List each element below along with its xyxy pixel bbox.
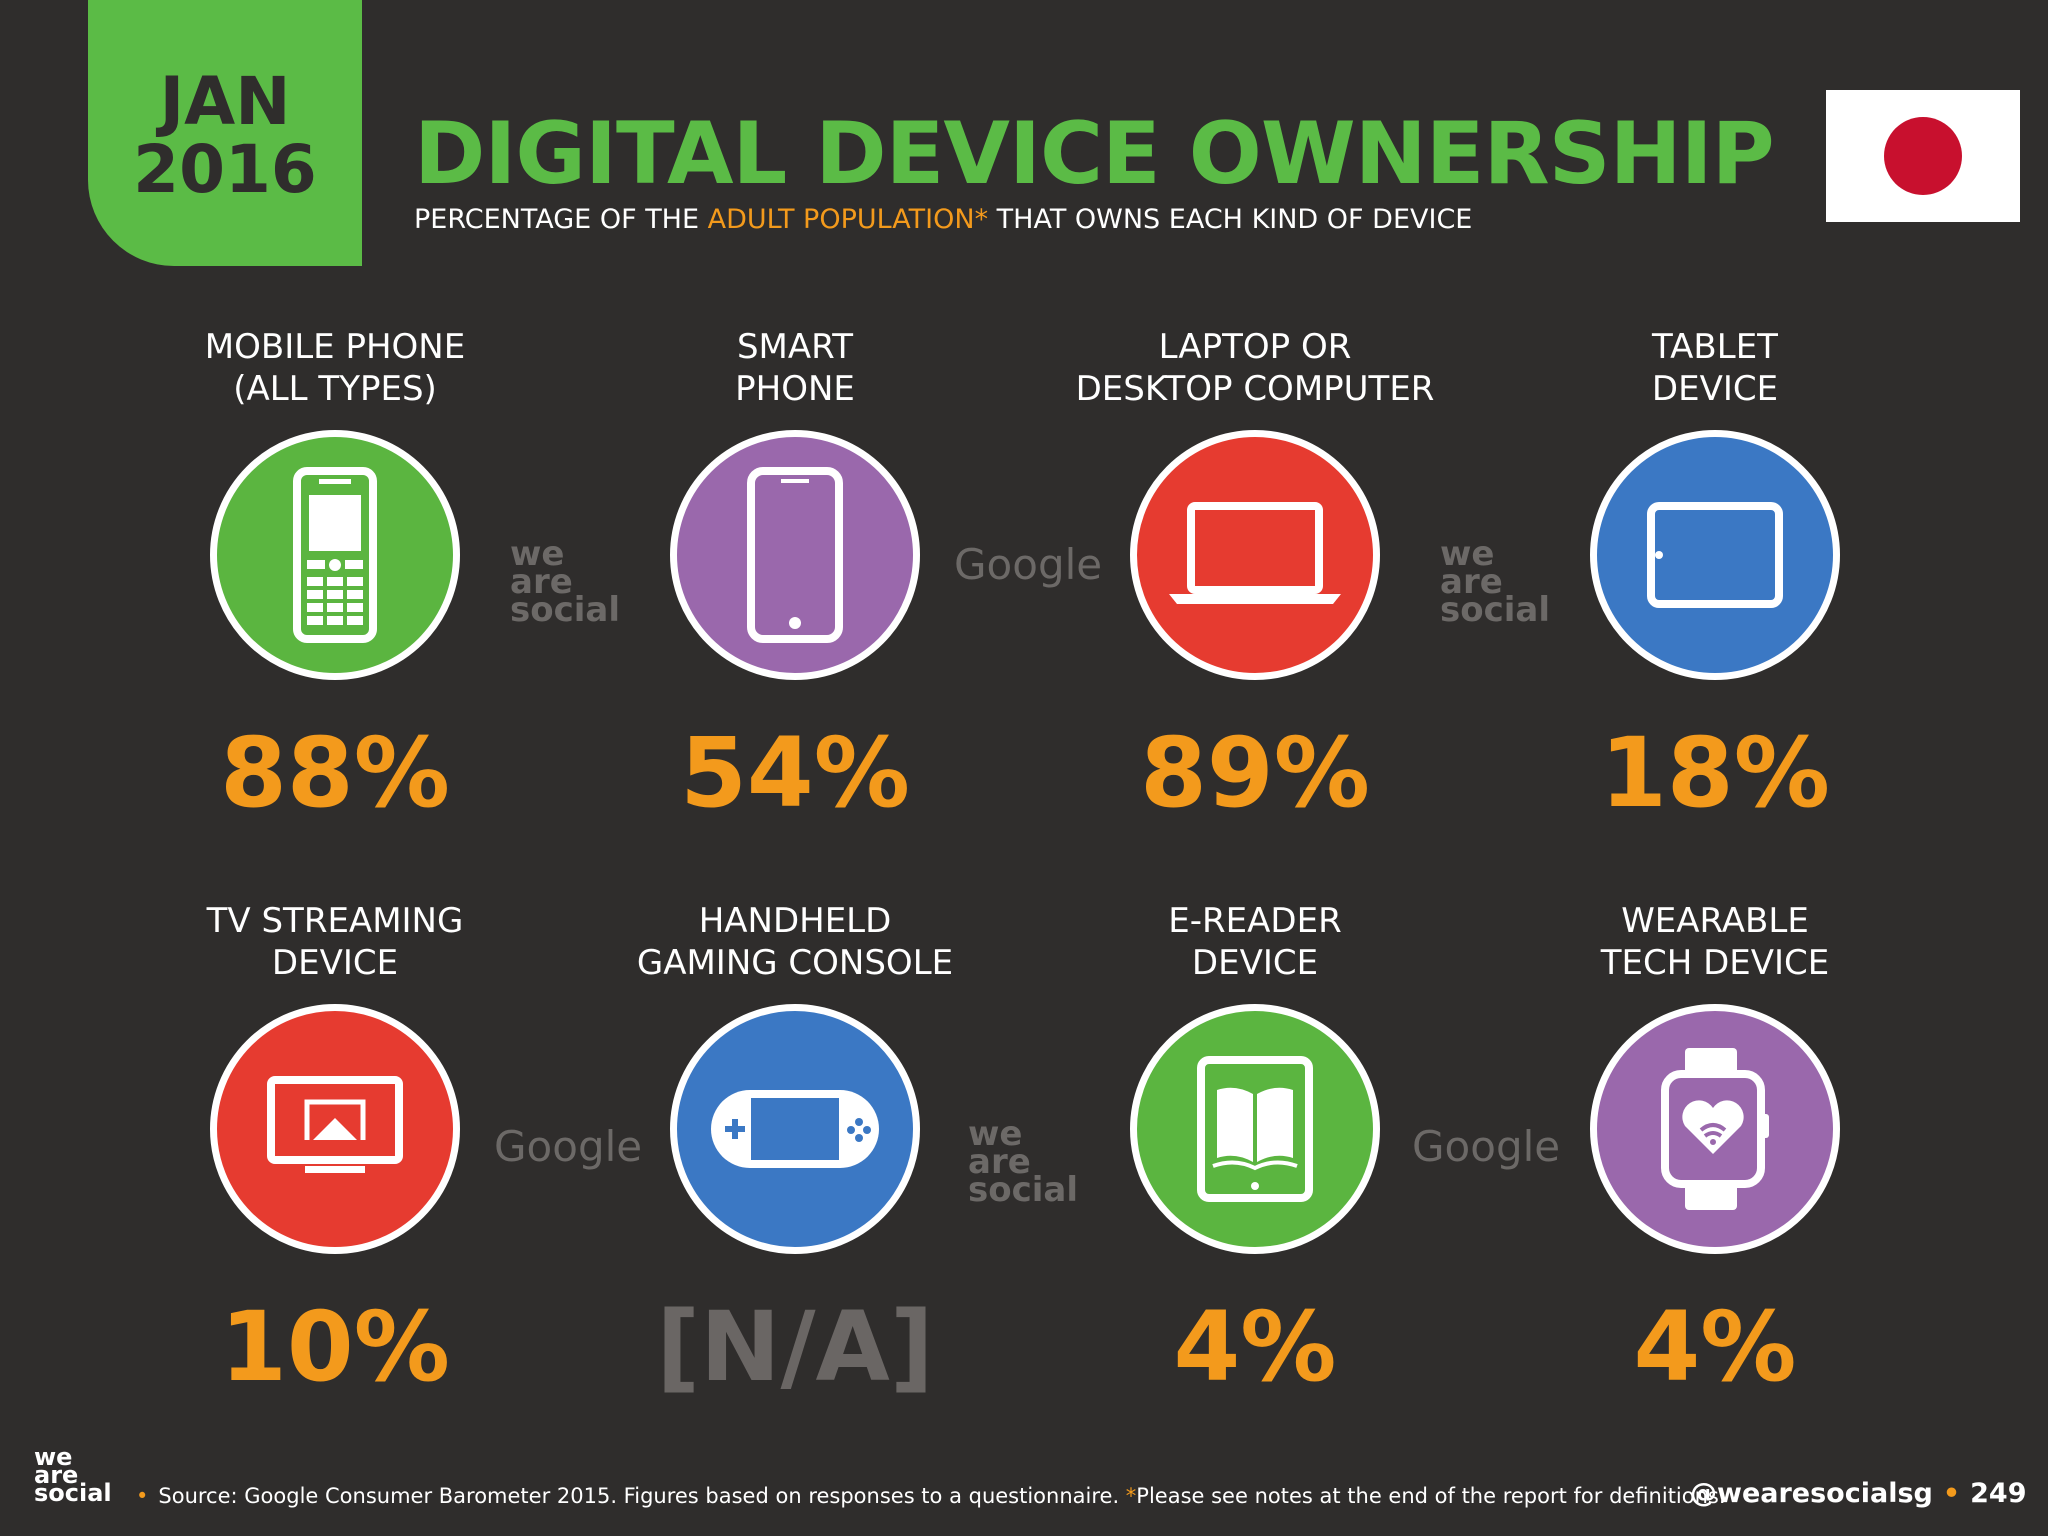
device-circle [210,1004,460,1254]
device-circle [1130,430,1380,680]
device-circle [1590,1004,1840,1254]
google-watermark: Google [1412,1122,1561,1171]
device-circle [1590,430,1840,680]
gaming-console-icon [711,1090,879,1168]
date-badge: JAN 2016 [88,0,362,266]
we-are-social-watermark: we are social [510,534,621,630]
laptop-icon [1169,502,1341,604]
subtitle-post: THAT OWNS EACH KIND OF DEVICE [988,204,1473,235]
device-value: 54% [680,717,910,829]
tv-streaming-icon [267,1076,403,1173]
device-circle [670,430,920,680]
we-are-social-watermark: we are social [1440,534,1551,630]
subtitle-pre: PERCENTAGE OF THE [414,204,708,235]
tablet-icon [1647,502,1783,608]
e-reader-icon [1197,1056,1313,1202]
date-month: JAN [159,63,291,140]
device-label: WEARABLE TECH DEVICE [1600,901,1830,983]
device-label: LAPTOP OR DESKTOP COMPUTER [1075,327,1435,409]
device-label: TABLET DEVICE [1651,327,1779,409]
device-value: 4% [1633,1291,1797,1403]
device-label: SMART PHONE [735,327,855,409]
device-circle [210,430,460,680]
google-watermark: Google [954,540,1103,589]
device-label: MOBILE PHONE (ALL TYPES) [204,327,466,409]
google-watermark: Google [494,1122,643,1171]
date-year: 2016 [133,131,317,208]
smartwatch-icon [1661,1048,1769,1210]
device-label: E-READER DEVICE [1168,901,1342,983]
mobile-phone-icon [293,467,377,643]
we-are-social-logo[interactable]: we are social [34,1443,112,1507]
device-circle [670,1004,920,1254]
device-value: 18% [1600,717,1830,829]
device-value: 88% [220,717,450,829]
source-note: • Source: Google Consumer Barometer 2015.… [136,1484,1726,1508]
device-value: 89% [1140,717,1370,829]
smartphone-icon [747,467,843,643]
device-value: 10% [220,1291,450,1403]
device-value: 4% [1173,1291,1337,1403]
device-circle [1130,1004,1380,1254]
we-are-social-watermark: we are social [968,1114,1079,1210]
japan-flag-icon [1826,90,2020,222]
device-value: [N/A] [656,1291,934,1403]
device-label: TV STREAMING DEVICE [206,901,464,983]
device-label: HANDHELD GAMING CONSOLE [636,901,954,983]
subtitle-highlight: ADULT POPULATION* [707,204,989,235]
social-handle[interactable]: @wearesocialsg • 249 [1690,1478,2027,1509]
page-title: DIGITAL DEVICE OWNERSHIP [414,104,1775,204]
page-number: 249 [1970,1478,2027,1509]
page-subtitle: PERCENTAGE OF THE ADULT POPULATION* THAT… [414,204,1472,235]
